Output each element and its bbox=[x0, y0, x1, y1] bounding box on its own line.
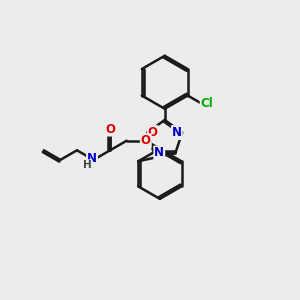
Text: O: O bbox=[141, 134, 151, 147]
Text: N: N bbox=[172, 126, 182, 139]
Text: Cl: Cl bbox=[201, 97, 213, 110]
Text: H: H bbox=[83, 160, 92, 170]
Text: N: N bbox=[87, 152, 97, 165]
Text: N: N bbox=[154, 146, 164, 160]
Text: O: O bbox=[148, 126, 158, 139]
Text: O: O bbox=[105, 123, 115, 136]
